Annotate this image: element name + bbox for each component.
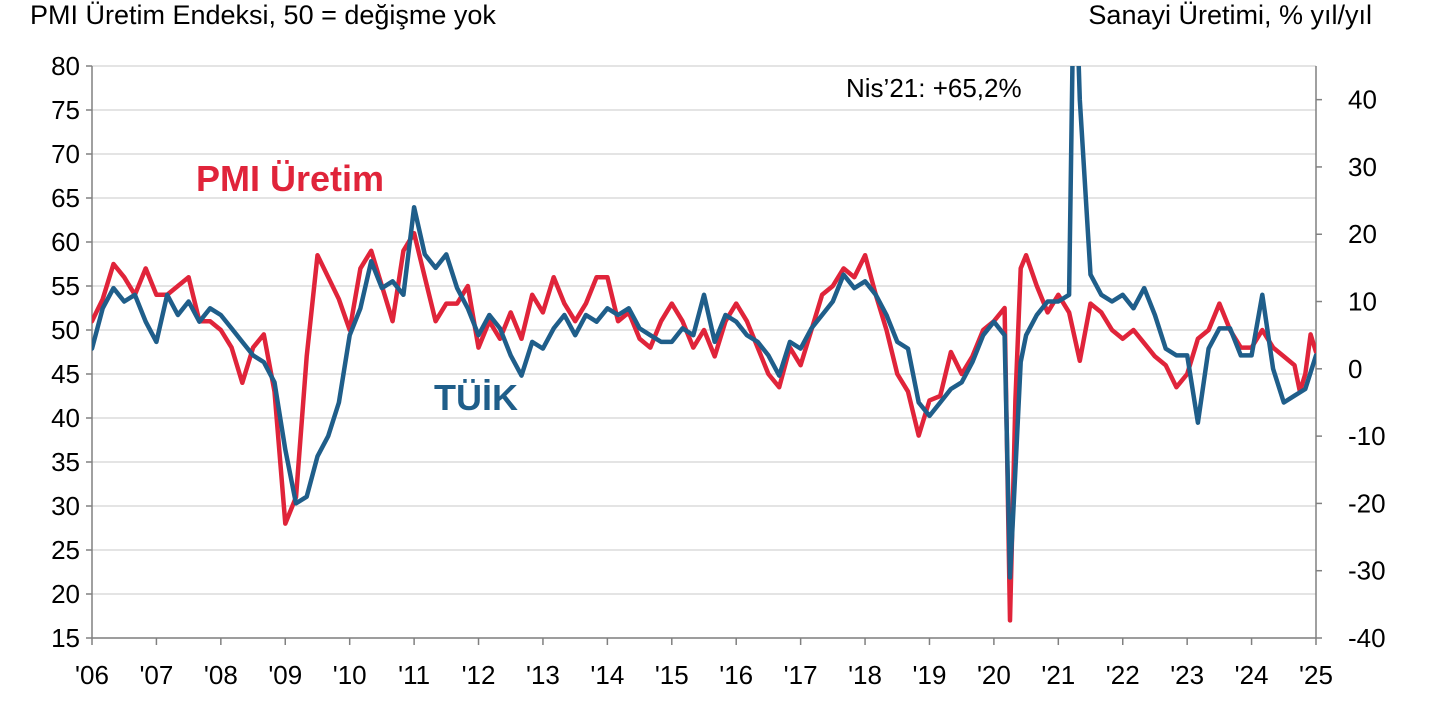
annotation-peak: Nis’21: +65,2% [846,73,1022,103]
x-tick-label: '10 [333,660,367,690]
left-y-tick-label: 30 [51,491,80,521]
left-y-tick-label: 45 [51,359,80,389]
x-tick-label: '20 [977,660,1011,690]
x-tick-label: '06 [75,660,109,690]
left-y-tick-label: 70 [51,139,80,169]
left-y-tick-label: 35 [51,447,80,477]
left-y-tick-label: 20 [51,579,80,609]
right-y-tick-label: 40 [1348,85,1377,115]
left-y-tick-label: 40 [51,403,80,433]
left-y-tick-label: 80 [51,51,80,81]
left-y-tick-label: 50 [51,315,80,345]
left-y-tick-label: 65 [51,183,80,213]
right-y-tick-label: 10 [1348,287,1377,317]
x-tick-label: '11 [398,660,430,690]
x-tick-label: '22 [1106,660,1140,690]
series-line-tuik [92,66,1316,580]
x-tick-label: '08 [204,660,238,690]
series-label-pmi: PMI Üretim [196,158,385,199]
x-tick-label: '09 [268,660,302,690]
x-tick-label: '13 [526,660,560,690]
left-axis-title: PMI Üretim Endeksi, 50 = değişme yok [30,0,496,30]
right-y-tick-label: 30 [1348,152,1377,182]
x-tick-label: '25 [1299,660,1333,690]
right-y-tick-label: -40 [1348,623,1386,653]
x-tick-label: '21 [1041,660,1075,690]
series-line-pmi [92,230,1316,623]
left-y-tick-label: 25 [51,535,80,565]
right-axis-title: Sanayi Üretimi, % yıl/yıl [1088,0,1372,30]
x-tick-label: '12 [462,660,496,690]
right-y-tick-label: -30 [1348,556,1386,586]
x-tick-label: '18 [848,660,882,690]
x-tick-label: '19 [913,660,947,690]
left-y-tick-label: 75 [51,95,80,125]
x-tick-label: '24 [1235,660,1269,690]
x-tick-label: '15 [655,660,689,690]
x-tick-label: '07 [139,660,173,690]
left-y-tick-label: 55 [51,271,80,301]
series-label-tuik: TÜİK [434,377,518,418]
right-y-tick-label: -10 [1348,421,1386,451]
left-y-tick-label: 15 [51,623,80,653]
x-tick-label: '16 [719,660,753,690]
right-y-tick-label: 0 [1348,354,1362,384]
right-y-tick-label: 20 [1348,219,1377,249]
left-y-tick-label: 60 [51,227,80,257]
x-tick-label: '23 [1170,660,1204,690]
right-y-tick-label: -20 [1348,488,1386,518]
x-tick-label: '14 [590,660,624,690]
x-tick-label: '17 [784,660,818,690]
